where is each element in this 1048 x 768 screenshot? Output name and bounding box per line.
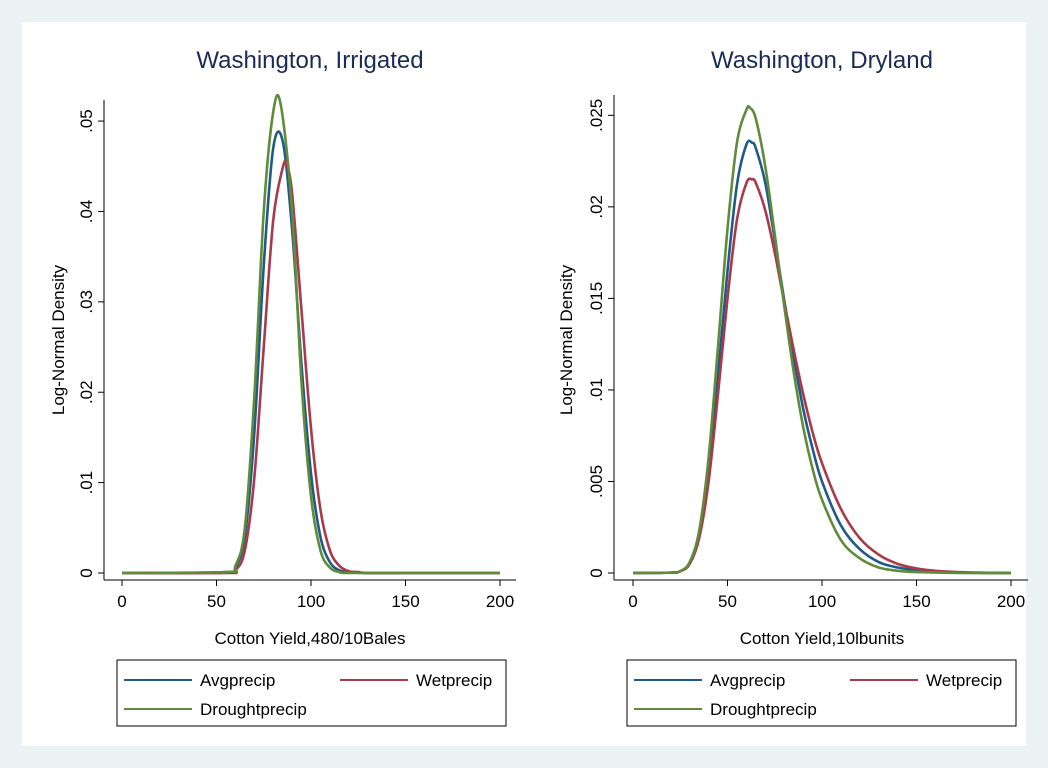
x-axis-label: Cotton Yield,10lbunits — [740, 629, 904, 648]
graph-region — [22, 22, 1026, 746]
x-tick-label: 150 — [391, 592, 419, 611]
x-tick-label: 50 — [718, 592, 737, 611]
x-tick-label: 200 — [486, 592, 514, 611]
legend-label-wetprecip: Wetprecip — [416, 671, 492, 690]
y-tick-label: .05 — [77, 109, 96, 133]
y-tick-label: .01 — [77, 471, 96, 495]
series-line-wetprecip — [632, 177, 1012, 575]
legend-label-avgprecip: Avgprecip — [710, 671, 785, 690]
x-tick-label: 100 — [808, 592, 836, 611]
x-tick-label: 0 — [117, 592, 126, 611]
series-lines — [632, 104, 1012, 575]
legend-box — [626, 659, 1017, 727]
y-tick-label: .02 — [587, 195, 606, 219]
x-ticks: 0 50 100 150 200 — [628, 580, 1025, 611]
panel-irrigated: Washington, Irrigated 0 .01 .02 .03 .04 .05 0… — [49, 47, 516, 727]
y-tick-label: 0 — [587, 568, 606, 577]
y-tick-label: .005 — [587, 465, 606, 498]
x-tick-label: 50 — [207, 592, 226, 611]
legend-label-droughtprecip: Droughtprecip — [200, 700, 307, 719]
legend: Avgprecip Wetprecip Droughtprecip — [626, 659, 1017, 727]
legend-label-wetprecip: Wetprecip — [926, 671, 1002, 690]
chart-title: Washington, Dryland — [711, 47, 933, 74]
y-ticks: 0 .005 .01 .015 .02 .025 — [587, 99, 614, 578]
x-tick-label: 0 — [628, 592, 637, 611]
series-line-droughtprecip — [121, 93, 500, 575]
legend: Avgprecip Wetprecip Droughtprecip — [116, 659, 507, 727]
y-tick-label: 0 — [77, 568, 96, 577]
y-tick-label: .01 — [587, 378, 606, 402]
legend-box — [116, 659, 507, 727]
y-tick-label: .02 — [77, 380, 96, 404]
y-ticks: 0 .01 .02 .03 .04 .05 — [77, 109, 104, 578]
y-tick-label: .025 — [587, 99, 606, 132]
y-tick-label: .03 — [77, 290, 96, 314]
y-axis-label: Log-Normal Density — [49, 264, 68, 415]
legend-label-droughtprecip: Droughtprecip — [710, 700, 817, 719]
chart-title: Washington, Irrigated — [196, 47, 423, 74]
y-tick-label: .04 — [77, 200, 96, 224]
legend-label-avgprecip: Avgprecip — [200, 671, 275, 690]
x-tick-label: 200 — [997, 592, 1025, 611]
y-axis-label: Log-Normal Density — [557, 264, 576, 415]
series-line-droughtprecip — [632, 104, 1012, 575]
panel-dryland: Washington, Dryland 0.005.01.015.02.025 … — [557, 47, 1028, 727]
x-axis-label: Cotton Yield,480/10Bales — [215, 629, 406, 648]
x-ticks: 0 50 100 150 200 — [117, 580, 514, 611]
y-tick-label: .015 — [587, 282, 606, 315]
x-tick-label: 150 — [902, 592, 930, 611]
series-lines — [121, 93, 500, 575]
x-tick-label: 100 — [297, 592, 325, 611]
